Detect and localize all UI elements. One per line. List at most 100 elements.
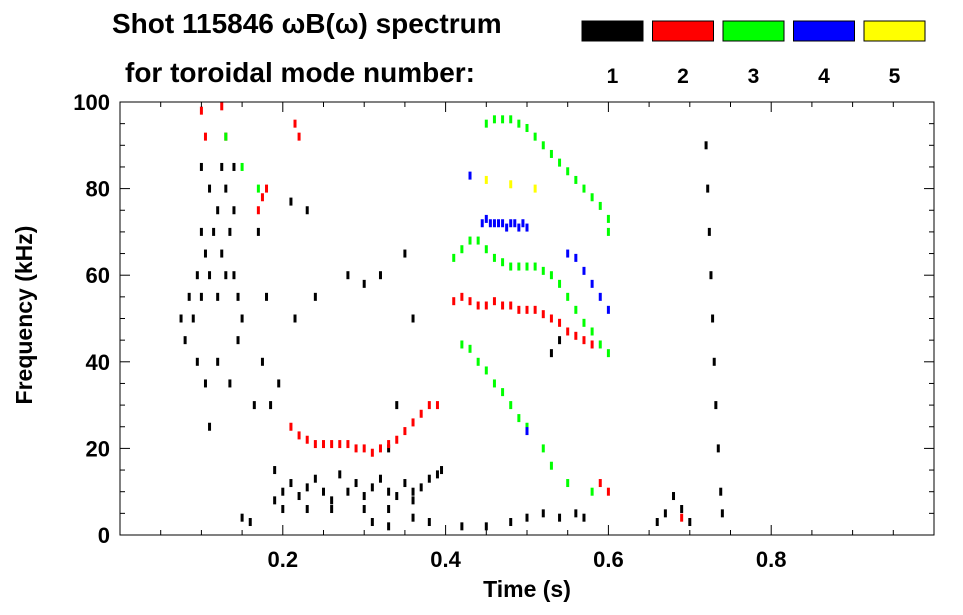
data-point [460,340,464,349]
data-point [338,440,342,449]
data-point [297,132,301,141]
data-point [370,448,374,457]
data-point [387,444,391,453]
data-point [509,262,513,271]
data-point [232,162,236,171]
data-point [655,518,659,527]
data-point [427,474,431,483]
data-point [305,435,309,444]
data-point [281,487,285,496]
data-point [460,522,464,531]
data-point [541,266,545,275]
data-point [322,440,325,449]
data-point [346,440,350,449]
series-layer [179,102,724,531]
data-point [541,509,545,518]
data-point [706,184,710,193]
data-point [179,314,183,323]
data-point [582,318,586,327]
data-point [269,401,273,410]
legend: 1 2 3 4 5 [581,20,926,88]
data-point [492,297,496,306]
data-point [297,431,301,440]
legend-swatch [581,20,644,42]
data-point [236,292,240,301]
data-point [509,180,513,189]
data-point [468,171,472,180]
data-point [435,470,439,479]
y-tick-label: 20 [86,436,110,461]
legend-swatch [793,20,855,42]
data-point [517,262,521,271]
data-point [492,115,496,124]
data-point [265,184,269,193]
data-point [203,249,207,258]
data-point [281,505,285,514]
data-point [370,483,374,492]
data-point [525,513,529,522]
data-point [411,487,415,496]
data-point [203,379,207,388]
data-point [411,314,415,323]
data-point [501,301,505,310]
data-point [533,132,537,141]
data-point [468,236,472,245]
data-point [574,305,578,314]
data-point [208,422,212,431]
data-point [525,427,529,436]
x-tick-label: 0.8 [756,547,787,572]
data-point [313,474,317,483]
data-point [484,245,488,254]
data-point [517,305,521,314]
data-point [484,522,488,531]
data-point [509,401,513,410]
data-point [191,314,195,323]
data-point [183,336,187,345]
data-point [199,162,203,171]
data-point [395,401,399,410]
data-point [558,279,562,288]
data-point [403,249,407,258]
legend-swatch [863,20,926,42]
data-point [427,518,431,527]
data-point [484,119,488,128]
data-point [460,245,464,254]
data-point [517,119,521,128]
data-point [549,461,553,470]
data-point [606,214,610,223]
data-point [216,206,220,215]
data-point [488,219,492,228]
data-point [411,513,415,522]
data-point [704,141,708,150]
data-point [476,236,480,245]
data-point [566,479,570,488]
data-point [598,340,602,349]
data-point [574,253,578,262]
data-point [354,479,358,488]
data-point [452,253,456,262]
data-point [260,193,264,202]
data-point [606,487,610,496]
legend-label: 2 [677,65,689,88]
data-point [419,483,423,492]
data-point [411,418,415,427]
data-point [590,340,594,349]
data-point [362,505,366,514]
data-point [440,466,444,475]
data-point [460,292,464,301]
data-point [403,427,407,436]
series-n3 [224,115,610,496]
data-point [719,487,723,496]
data-point [322,487,325,496]
data-point [387,440,391,449]
data-point [289,479,293,488]
data-point [354,444,358,453]
data-point [395,492,399,501]
data-point [714,401,718,410]
data-point [387,522,391,531]
data-point [240,314,244,323]
data-point [240,162,244,171]
data-point [501,258,505,267]
data-point [362,279,366,288]
